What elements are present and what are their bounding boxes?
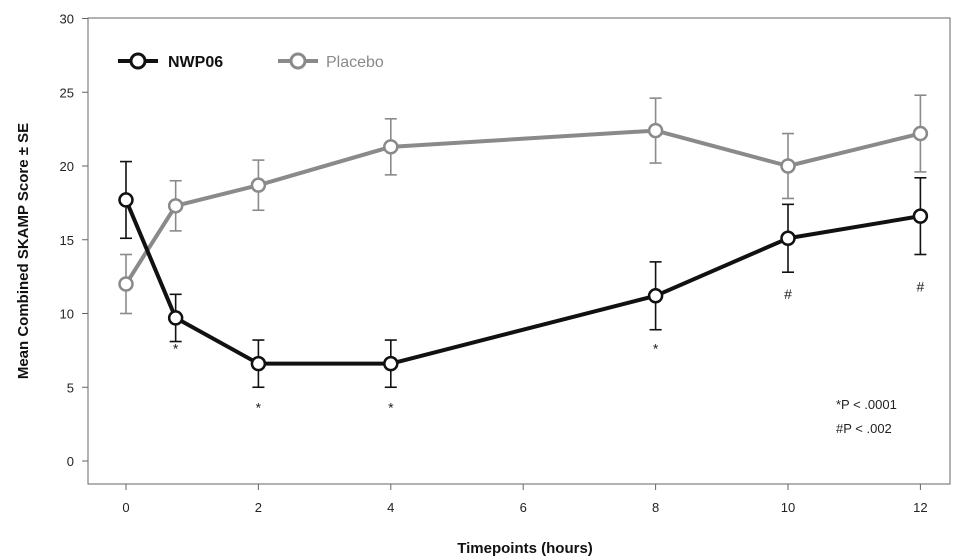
significance-marker: #: [784, 286, 792, 302]
y-tick-label: 0: [67, 454, 74, 469]
significance-marker: *: [256, 399, 262, 415]
y-tick-label: 10: [60, 307, 74, 322]
x-tick-label: 6: [520, 500, 527, 515]
y-tick-label: 20: [60, 159, 74, 174]
y-tick-label: 25: [60, 85, 74, 100]
data-point-nwp06: [167, 310, 184, 326]
significance-marker: *: [653, 340, 659, 356]
x-tick-label: 10: [781, 500, 795, 515]
footnote-1: *P < .0001: [836, 397, 897, 412]
y-tick-label: 30: [60, 12, 74, 27]
data-point-placebo: [118, 276, 134, 292]
data-point-placebo: [780, 158, 796, 174]
x-tick-label: 0: [122, 500, 129, 515]
y-tick-label: 15: [60, 233, 74, 248]
data-point-nwp06: [912, 208, 929, 224]
data-point-nwp06: [780, 230, 796, 247]
footnote-2: #P < .002: [836, 421, 892, 436]
legend-label-placebo: Placebo: [326, 54, 384, 71]
axis-ticks: 0 5 10 15 20 25 30 0 2 4 6 8 10 12: [60, 12, 928, 516]
data-point-placebo: [167, 198, 184, 214]
data-point-nwp06: [118, 192, 134, 208]
data-point-placebo: [383, 139, 399, 155]
data-point-nwp06: [647, 288, 664, 304]
significance-marker: *: [173, 340, 179, 356]
series-line-nwp06: [124, 199, 921, 366]
significance-marker: *: [388, 399, 394, 415]
x-tick-label: 8: [652, 500, 659, 515]
series-lines: [124, 128, 921, 366]
significance-annotations: * * * * # #: [173, 278, 925, 415]
data-point-placebo: [912, 125, 929, 142]
x-tick-label: 4: [387, 500, 394, 515]
y-axis-title: Mean Combined SKAMP Score ± SE: [15, 123, 32, 379]
data-point-nwp06: [383, 355, 399, 372]
data-point-nwp06: [250, 355, 267, 372]
legend-marker-placebo: [289, 52, 307, 70]
series-line-placebo: [124, 128, 921, 286]
data-point-placebo: [647, 122, 664, 139]
data-point-placebo: [250, 177, 267, 193]
x-axis-title: Timepoints (hours): [457, 540, 593, 557]
significance-marker: #: [917, 278, 925, 294]
data-points: [118, 122, 929, 372]
legend: NWP06 Placebo: [118, 52, 384, 71]
y-tick-label: 5: [67, 380, 74, 395]
legend-label-nwp06: NWP06: [168, 54, 223, 71]
x-tick-label: 2: [255, 500, 262, 515]
x-tick-label: 12: [913, 500, 927, 515]
plot-frame: [87, 17, 951, 485]
legend-marker-nwp06: [129, 52, 147, 70]
